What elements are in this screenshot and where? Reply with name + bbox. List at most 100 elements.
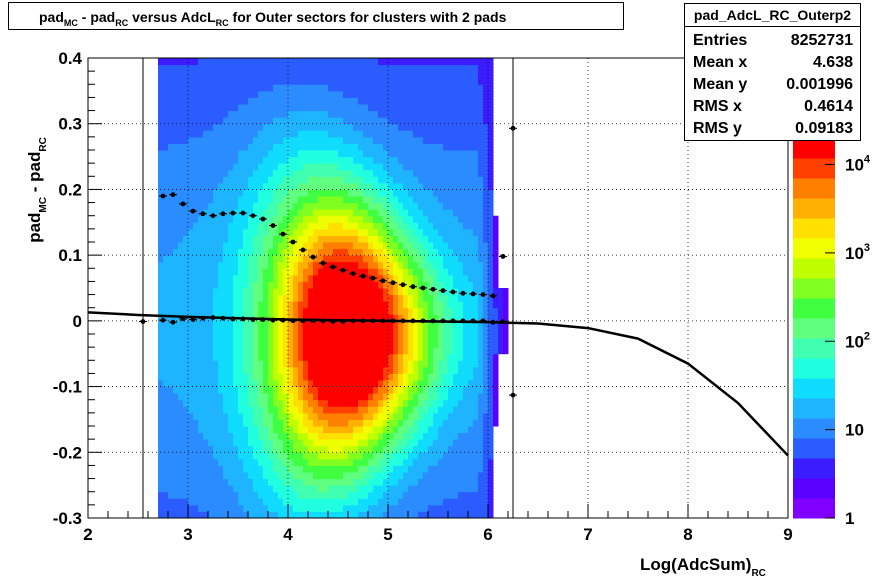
heatmap-cell [458, 169, 464, 177]
x-tick-label: 3 [183, 525, 192, 544]
heatmap-cell [378, 353, 384, 361]
heatmap-cell [408, 150, 414, 158]
heatmap-cell [158, 123, 164, 131]
heatmap-cell [488, 104, 494, 112]
heatmap-cell [258, 58, 264, 66]
heatmap-cell [263, 307, 269, 315]
heatmap-cell [338, 130, 344, 138]
heatmap-cell [278, 504, 284, 512]
heatmap-cell [358, 334, 364, 342]
heatmap-cell [353, 255, 359, 263]
heatmap-cell [288, 84, 294, 92]
heatmap-cell [298, 360, 304, 368]
heatmap-cell [263, 465, 269, 473]
heatmap-cell [448, 452, 454, 460]
heatmap-cell [323, 314, 329, 322]
heatmap-cell [443, 419, 449, 427]
rms-profile-point [260, 216, 266, 222]
heatmap-cell [358, 130, 364, 138]
heatmap-cell [178, 465, 184, 473]
heatmap-cell [263, 136, 269, 144]
heatmap-cell [233, 196, 239, 204]
heatmap-cell [233, 156, 239, 164]
heatmap-cell [423, 360, 429, 368]
heatmap-cell [323, 412, 329, 420]
heatmap-cell [313, 360, 319, 368]
heatmap-cell [253, 426, 259, 434]
heatmap-cell [413, 399, 419, 407]
heatmap-cell [368, 215, 374, 223]
heatmap-cell [488, 169, 494, 177]
heatmap-cell [358, 373, 364, 381]
heatmap-cell [373, 163, 379, 171]
heatmap-cell [203, 327, 209, 335]
heatmap-cell [358, 268, 364, 276]
heatmap-cell [483, 452, 489, 460]
heatmap-cell [298, 196, 304, 204]
heatmap-cell [253, 366, 259, 374]
heatmap-cell [468, 452, 474, 460]
heatmap-cell [238, 64, 244, 72]
heatmap-cell [368, 412, 374, 420]
heatmap-cell [193, 202, 199, 210]
heatmap-cell [308, 419, 314, 427]
heatmap-cell [488, 123, 494, 131]
heatmap-cell [158, 104, 164, 112]
heatmap-cell [273, 386, 279, 394]
heatmap-cell [163, 426, 169, 434]
heatmap-cell [298, 123, 304, 131]
heatmap-cell [338, 360, 344, 368]
heatmap-cell [468, 472, 474, 480]
heatmap-cell [308, 196, 314, 204]
heatmap-cell [188, 130, 194, 138]
heatmap-cell [273, 209, 279, 217]
heatmap-cell [228, 97, 234, 105]
heatmap-cell [373, 419, 379, 427]
heatmap-cell [363, 320, 369, 328]
heatmap-cell [283, 117, 289, 125]
heatmap-cell [188, 268, 194, 276]
heatmap-cell [218, 485, 224, 493]
heatmap-cell [353, 189, 359, 197]
heatmap-cell [393, 215, 399, 223]
heatmap-cell [198, 235, 204, 243]
heatmap-cell [418, 334, 424, 342]
heatmap-cell [468, 255, 474, 263]
heatmap-cell [248, 373, 254, 381]
heatmap-cell [198, 130, 204, 138]
heatmap-cell [428, 268, 434, 276]
heatmap-cell [163, 373, 169, 381]
heatmap-cell [248, 511, 254, 519]
heatmap-cell [433, 209, 439, 217]
heatmap-cell [308, 288, 314, 296]
mean-profile-point [180, 316, 186, 322]
heatmap-cell [303, 163, 309, 171]
heatmap-cell [463, 130, 469, 138]
heatmap-cell [283, 511, 289, 519]
heatmap-cell [423, 307, 429, 315]
heatmap-cell [328, 373, 334, 381]
heatmap-cell [438, 222, 444, 230]
heatmap-cell [248, 498, 254, 506]
heatmap-cell [388, 465, 394, 473]
heatmap-cell [293, 281, 299, 289]
heatmap-cell [358, 386, 364, 394]
heatmap-cell [393, 228, 399, 236]
heatmap-cell [368, 77, 374, 85]
heatmap-cell [473, 498, 479, 506]
heatmap-cell [483, 445, 489, 453]
heatmap-cell [443, 235, 449, 243]
heatmap-cell [308, 71, 314, 79]
heatmap-cell [173, 491, 179, 499]
heatmap-cell [203, 58, 209, 66]
heatmap-cell [383, 123, 389, 131]
heatmap-cell [448, 307, 454, 315]
heatmap-cell [488, 478, 494, 486]
heatmap-cell [163, 104, 169, 112]
heatmap-cell [393, 458, 399, 466]
heatmap-cell [233, 465, 239, 473]
heatmap-cell [193, 472, 199, 480]
heatmap-cell [358, 64, 364, 72]
heatmap-cell [248, 458, 254, 466]
heatmap-cell [363, 64, 369, 72]
